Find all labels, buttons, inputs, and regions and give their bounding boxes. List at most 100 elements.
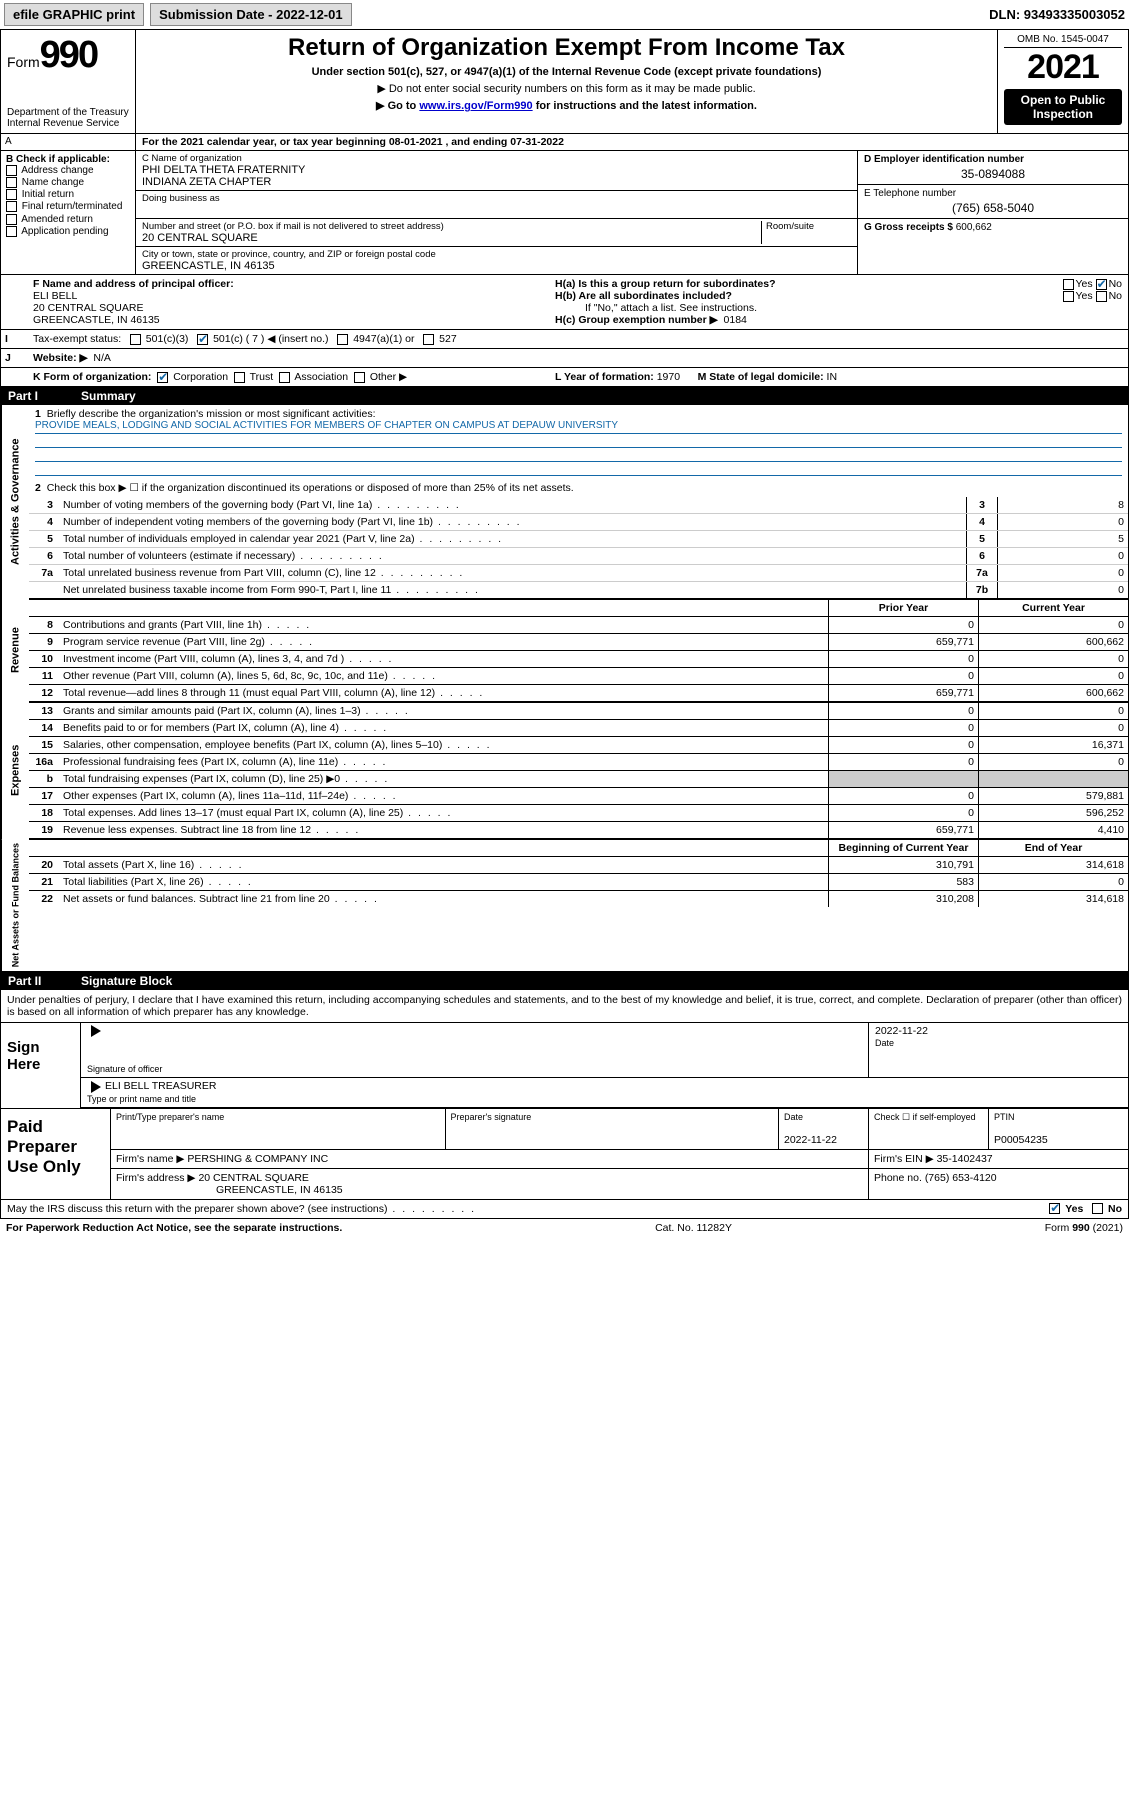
- i-4947[interactable]: [337, 334, 348, 345]
- net-header: Beginning of Current Year End of Year: [29, 839, 1128, 856]
- b-opt-final[interactable]: Final return/terminated: [6, 201, 130, 212]
- top-bar: efile GRAPHIC print Submission Date - 20…: [0, 0, 1129, 30]
- k-label: K Form of organization:: [33, 371, 151, 383]
- e-phone: (765) 658-5040: [864, 201, 1122, 215]
- summary-line: 18Total expenses. Add lines 13–17 (must …: [29, 804, 1128, 821]
- lm-cell: L Year of formation: 1970 M State of leg…: [549, 368, 1128, 386]
- i-cell: Tax-exempt status: 501(c)(3) 501(c) ( 7 …: [29, 330, 1128, 348]
- form-subtitle: Under section 501(c), 527, or 4947(a)(1)…: [142, 66, 991, 78]
- sig-arrow2-icon: [91, 1081, 101, 1093]
- firm-ein: 35-1402437: [937, 1153, 993, 1165]
- k-corp[interactable]: [157, 372, 168, 383]
- paperwork-notice: For Paperwork Reduction Act Notice, see …: [6, 1222, 342, 1234]
- a-label: A: [1, 134, 136, 150]
- b-opt-address[interactable]: Address change: [6, 165, 130, 176]
- part1-title: Summary: [81, 389, 136, 403]
- m-label: M State of legal domicile:: [698, 371, 824, 383]
- e-label: E Telephone number: [864, 188, 956, 199]
- c-name2: INDIANA ZETA CHAPTER: [142, 176, 851, 188]
- c-addr-label: Number and street (or P.O. box if mail i…: [142, 221, 761, 232]
- sign-here-label: Sign Here: [1, 1023, 81, 1107]
- form-title: Return of Organization Exempt From Incom…: [142, 34, 991, 62]
- deg-column: D Employer identification number 35-0894…: [858, 151, 1128, 275]
- paid-row1: Print/Type preparer's name Preparer's si…: [111, 1109, 1128, 1150]
- prep-date-lbl: Date: [784, 1112, 863, 1122]
- b-opt-pending[interactable]: Application pending: [6, 226, 130, 237]
- irs-link[interactable]: www.irs.gov/Form990: [419, 100, 532, 112]
- b-opt-name[interactable]: Name change: [6, 177, 130, 188]
- d-label: D Employer identification number: [864, 154, 1024, 165]
- sig-date: 2022-11-22: [875, 1025, 928, 1037]
- firm-ph-lbl: Phone no.: [874, 1172, 922, 1184]
- a-text: For the 2021 calendar year, or tax year …: [136, 134, 1128, 150]
- ssn-note: ▶ Do not enter social security numbers o…: [142, 82, 991, 95]
- k-trust-lbl: Trust: [250, 371, 274, 383]
- omb-number: OMB No. 1545-0047: [1004, 34, 1122, 48]
- firm-ein-lbl: Firm's EIN ▶: [874, 1153, 934, 1165]
- dept-treasury: Department of the Treasury: [7, 107, 129, 118]
- f-addr2: GREENCASTLE, IN 46135: [33, 314, 160, 326]
- discuss-no[interactable]: [1092, 1203, 1103, 1214]
- k-trust[interactable]: [234, 372, 245, 383]
- summary-line: 22Net assets or fund balances. Subtract …: [29, 890, 1128, 907]
- firm-addr2: GREENCASTLE, IN 46135: [216, 1184, 343, 1196]
- summary-line: 10Investment income (Part VIII, column (…: [29, 650, 1128, 667]
- rev-header: Prior Year Current Year: [29, 599, 1128, 616]
- k-assoc[interactable]: [279, 372, 290, 383]
- ha-no[interactable]: [1096, 279, 1107, 290]
- summary-line: 9Program service revenue (Part VIII, lin…: [29, 633, 1128, 650]
- summary-line: 21Total liabilities (Part X, line 26)583…: [29, 873, 1128, 890]
- sec-netassets: Beginning of Current Year End of Year 20…: [29, 839, 1128, 971]
- sec-revenue: Prior Year Current Year 8Contributions a…: [29, 599, 1128, 702]
- goto-note: ▶ Go to www.irs.gov/Form990 for instruct…: [142, 99, 991, 112]
- j-cell: Website: ▶ N/A: [29, 349, 1128, 367]
- summary-line: 8Contributions and grants (Part VIII, li…: [29, 616, 1128, 633]
- open-to-public: Open to Public Inspection: [1004, 89, 1122, 125]
- firm-name: PERSHING & COMPANY INC: [187, 1153, 328, 1165]
- ha-yes[interactable]: [1063, 279, 1074, 290]
- b-opt-initial[interactable]: Initial return: [6, 189, 130, 200]
- hb-no[interactable]: [1096, 291, 1107, 302]
- b-opt-amended[interactable]: Amended return: [6, 214, 130, 225]
- i-527[interactable]: [423, 334, 434, 345]
- mission-line2: [35, 434, 1122, 448]
- summary-line: 16aProfessional fundraising fees (Part I…: [29, 753, 1128, 770]
- i-501c[interactable]: [197, 334, 208, 345]
- block-bcdeg: B Check if applicable: Address change Na…: [0, 151, 1129, 275]
- part1-num: Part I: [8, 389, 63, 403]
- ptin-lbl: PTIN: [994, 1112, 1123, 1122]
- firm-addr-lbl: Firm's address ▶: [116, 1172, 196, 1184]
- no-lbl: No: [1108, 1203, 1122, 1215]
- paid-row2: Firm's name ▶ PERSHING & COMPANY INC Fir…: [111, 1150, 1128, 1169]
- summary-line: 11Other revenue (Part VIII, column (A), …: [29, 667, 1128, 684]
- k-other-lbl: Other ▶: [370, 371, 407, 383]
- goto-post: for instructions and the latest informat…: [533, 100, 757, 112]
- summary-line: 6Total number of volunteers (estimate if…: [29, 547, 1128, 564]
- k-key: [1, 368, 29, 386]
- vlabel-revenue: Revenue: [1, 599, 29, 702]
- efile-print-button[interactable]: efile GRAPHIC print: [4, 3, 144, 26]
- j-val: N/A: [93, 352, 111, 364]
- col-end: End of Year: [978, 840, 1128, 856]
- declaration: Under penalties of perjury, I declare th…: [1, 990, 1128, 1023]
- k-other[interactable]: [354, 372, 365, 383]
- i-501c3[interactable]: [130, 334, 141, 345]
- form-year: (2021): [1090, 1222, 1123, 1234]
- g-receipts: 600,662: [956, 222, 992, 233]
- i-key: I: [1, 330, 29, 348]
- officer-sig-field[interactable]: [87, 1037, 862, 1063]
- g-label: G Gross receipts $: [864, 222, 953, 233]
- cat-no: Cat. No. 11282Y: [655, 1222, 732, 1234]
- part2-title: Signature Block: [81, 974, 172, 988]
- hb-yes[interactable]: [1063, 291, 1074, 302]
- f-addr1: 20 CENTRAL SQUARE: [33, 302, 143, 314]
- sig-arrow-icon: [91, 1025, 101, 1037]
- k-cell: K Form of organization: Corporation Trus…: [29, 368, 549, 386]
- discuss-yes[interactable]: [1049, 1203, 1060, 1214]
- rows-f-to-m: F Name and address of principal officer:…: [0, 275, 1129, 387]
- form-word: Form: [7, 54, 40, 70]
- vlabel-netassets: Net Assets or Fund Balances: [1, 839, 29, 971]
- l-label: L Year of formation:: [555, 371, 654, 383]
- mission-text: PROVIDE MEALS, LODGING AND SOCIAL ACTIVI…: [35, 420, 1122, 434]
- form-990: 990: [1072, 1222, 1090, 1234]
